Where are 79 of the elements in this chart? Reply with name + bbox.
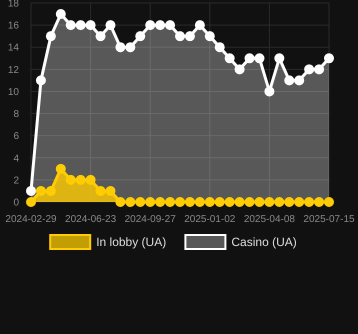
- legend-label: Casino (UA): [231, 235, 297, 250]
- point: [244, 53, 255, 64]
- x-tick-label: 2024-09-27: [124, 214, 176, 225]
- point: [304, 64, 314, 74]
- point: [155, 197, 166, 207]
- point: [135, 197, 146, 207]
- point: [224, 197, 235, 207]
- point: [234, 197, 245, 207]
- point: [76, 174, 86, 185]
- point: [145, 197, 156, 207]
- y-tick-label: 12: [8, 64, 20, 76]
- y-tick-label: 14: [8, 42, 20, 54]
- point: [324, 53, 334, 64]
- point: [155, 20, 166, 30]
- point: [56, 164, 66, 174]
- point: [314, 197, 324, 207]
- point: [46, 186, 56, 196]
- point: [244, 197, 255, 207]
- y-tick-label: 8: [13, 109, 20, 120]
- point: [214, 197, 225, 207]
- point: [96, 186, 106, 196]
- point: [175, 197, 185, 207]
- point: [66, 174, 76, 185]
- point: [135, 31, 146, 42]
- y-tick-label: 6: [13, 131, 20, 142]
- point: [204, 31, 215, 42]
- y-tick-label: 2: [13, 175, 20, 186]
- y-tick-label: 0: [13, 198, 20, 208]
- point: [324, 197, 334, 207]
- y-tick-label: 10: [8, 86, 20, 98]
- x-tick-label: 2024-02-29: [5, 214, 58, 225]
- x-tick-label: 2024-06-23: [65, 214, 117, 225]
- x-tick-label: 2025-01-02: [184, 214, 236, 225]
- point: [165, 197, 176, 207]
- point: [56, 9, 66, 20]
- y-tick-label: 4: [13, 153, 20, 164]
- point: [105, 186, 116, 196]
- point: [96, 31, 106, 42]
- point: [36, 186, 46, 196]
- point: [184, 31, 195, 42]
- point: [264, 86, 274, 96]
- point: [224, 53, 235, 64]
- point: [184, 197, 195, 207]
- point: [254, 53, 264, 64]
- point: [145, 20, 156, 30]
- point: [294, 75, 304, 86]
- point: [274, 197, 284, 207]
- point: [36, 75, 46, 86]
- point: [26, 197, 36, 207]
- point: [254, 197, 264, 207]
- y-tick-label: 16: [8, 20, 20, 32]
- point: [294, 197, 304, 207]
- point: [314, 64, 324, 74]
- point: [66, 20, 76, 30]
- point: [264, 197, 274, 207]
- point: [214, 42, 225, 52]
- point: [125, 197, 136, 207]
- point: [76, 20, 86, 30]
- point: [115, 42, 126, 52]
- point: [86, 20, 96, 30]
- point: [234, 64, 245, 74]
- x-tick-label: 2025-07-15: [303, 214, 356, 225]
- point: [46, 31, 56, 42]
- point: [175, 31, 185, 42]
- point: [115, 197, 126, 207]
- x-tick-label: 2025-04-08: [244, 214, 296, 225]
- point: [194, 197, 205, 207]
- point: [284, 197, 294, 207]
- legend-label: In lobby (UA): [96, 235, 166, 250]
- point: [284, 75, 294, 86]
- point: [204, 197, 215, 207]
- point: [274, 53, 284, 64]
- point: [125, 42, 136, 52]
- point: [105, 20, 116, 30]
- point: [165, 20, 176, 30]
- point: [26, 186, 36, 196]
- point: [86, 174, 96, 185]
- point: [304, 197, 314, 207]
- point: [194, 20, 205, 30]
